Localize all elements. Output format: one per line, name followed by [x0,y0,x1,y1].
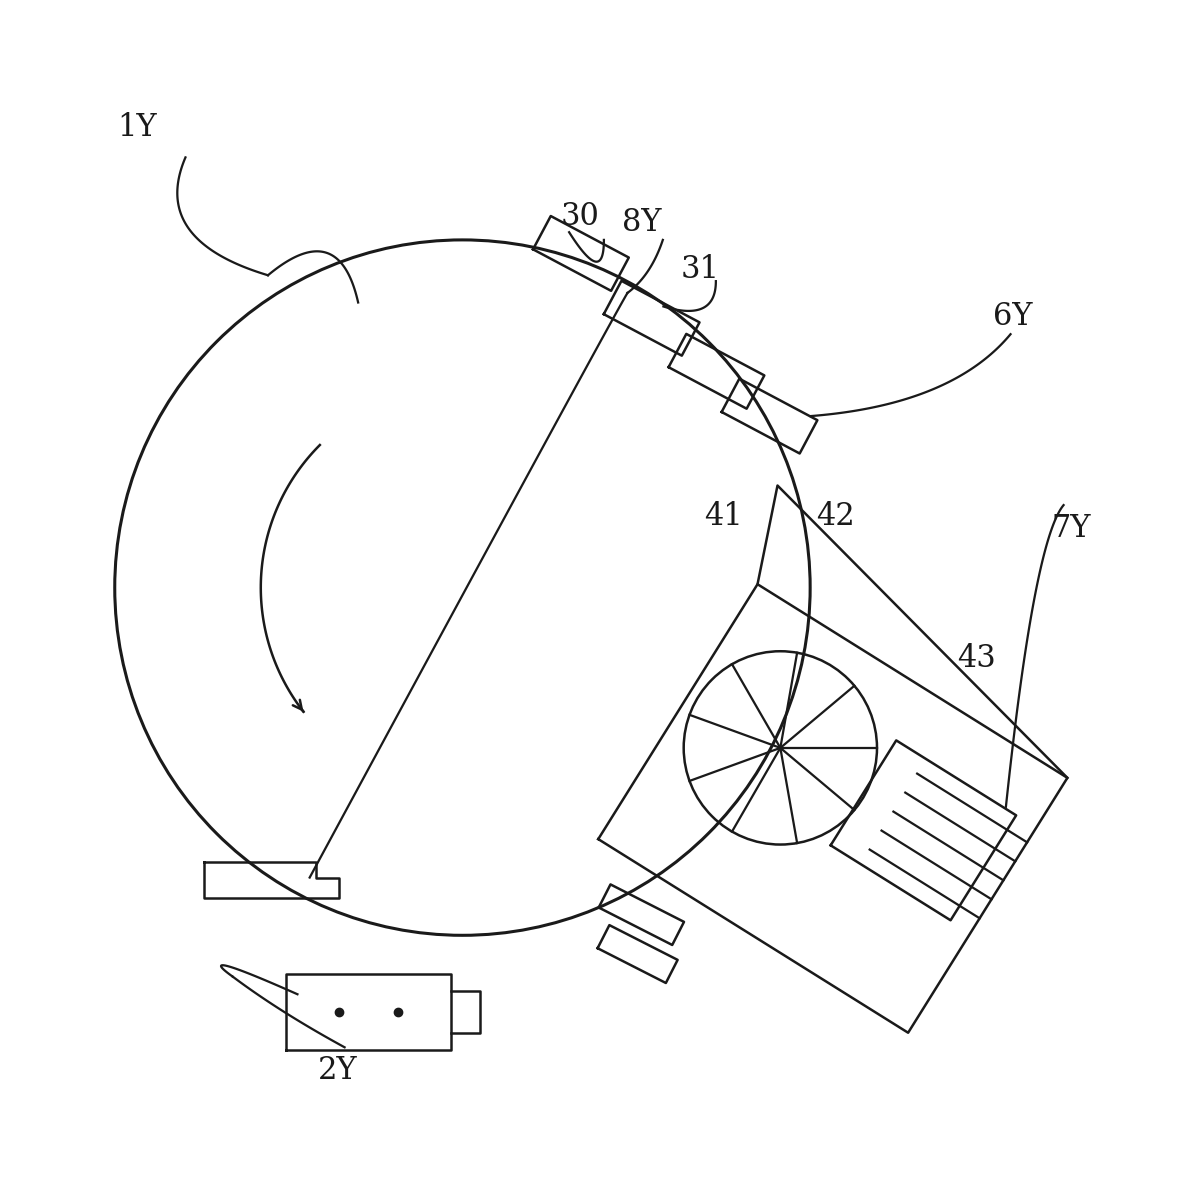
Text: 42: 42 [816,501,855,533]
Text: 1Y: 1Y [117,113,157,144]
Text: 31: 31 [681,254,720,285]
Text: 7Y: 7Y [1051,513,1091,544]
Text: 8Y: 8Y [622,207,661,237]
Text: 43: 43 [958,643,996,674]
Text: 6Y: 6Y [993,301,1032,332]
Text: 2Y: 2Y [317,1055,358,1086]
Text: 41: 41 [704,501,743,533]
Text: 30: 30 [560,201,599,231]
